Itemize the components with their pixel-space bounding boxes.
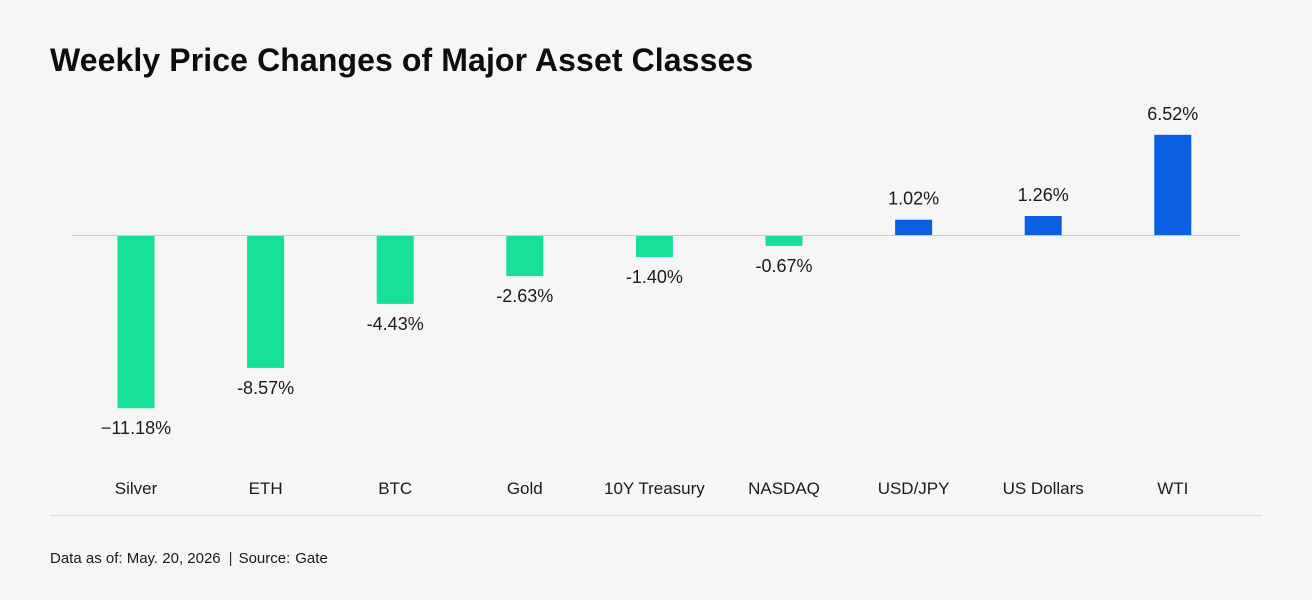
bar-usd-jpy: [895, 219, 933, 236]
bar-btc: [376, 235, 414, 304]
bar-eth: [247, 235, 285, 368]
bar-silver: [117, 235, 155, 409]
category-label-btc: BTC: [378, 479, 412, 498]
data-label-gold: -2.63%: [496, 286, 553, 306]
data-label-10y-treasury: -1.40%: [626, 267, 683, 287]
category-label-usd-jpy: USD/JPY: [878, 479, 950, 498]
data-label-btc: -4.43%: [367, 314, 424, 334]
data-label-wti: 6.52%: [1147, 104, 1198, 124]
category-label-nasdaq: NASDAQ: [748, 479, 820, 498]
data-label-us-dollars: 1.26%: [1018, 185, 1069, 205]
data-label-nasdaq: -0.67%: [755, 256, 812, 276]
footer-separator: |: [228, 550, 233, 567]
data-date: Data as of: May. 20, 2026: [50, 550, 221, 567]
category-label-10y-treasury: 10Y Treasury: [604, 479, 705, 498]
category-label-us-dollars: US Dollars: [1003, 479, 1084, 498]
source-value: Gate: [295, 550, 328, 567]
category-label-silver: Silver: [115, 479, 158, 498]
category-label-eth: ETH: [249, 479, 283, 498]
bar-wti: [1154, 134, 1192, 236]
chart-title: Weekly Price Changes of Major Asset Clas…: [50, 42, 754, 78]
data-label-silver: −11.18%: [101, 418, 171, 438]
bar-gold: [506, 235, 544, 277]
data-label-eth: -8.57%: [237, 378, 294, 398]
category-label-gold: Gold: [507, 479, 543, 498]
data-label-usd-jpy: 1.02%: [888, 189, 939, 209]
footer: Data as of: May. 20, 2026 | Source: Gate: [50, 550, 328, 567]
footer-divider: [50, 515, 1262, 516]
bar-10y-treasury: [635, 235, 673, 258]
bar-us-dollars: [1024, 216, 1062, 236]
bar-nasdaq: [765, 235, 803, 246]
category-label-wti: WTI: [1157, 479, 1188, 498]
source-label: Source:: [238, 550, 291, 567]
